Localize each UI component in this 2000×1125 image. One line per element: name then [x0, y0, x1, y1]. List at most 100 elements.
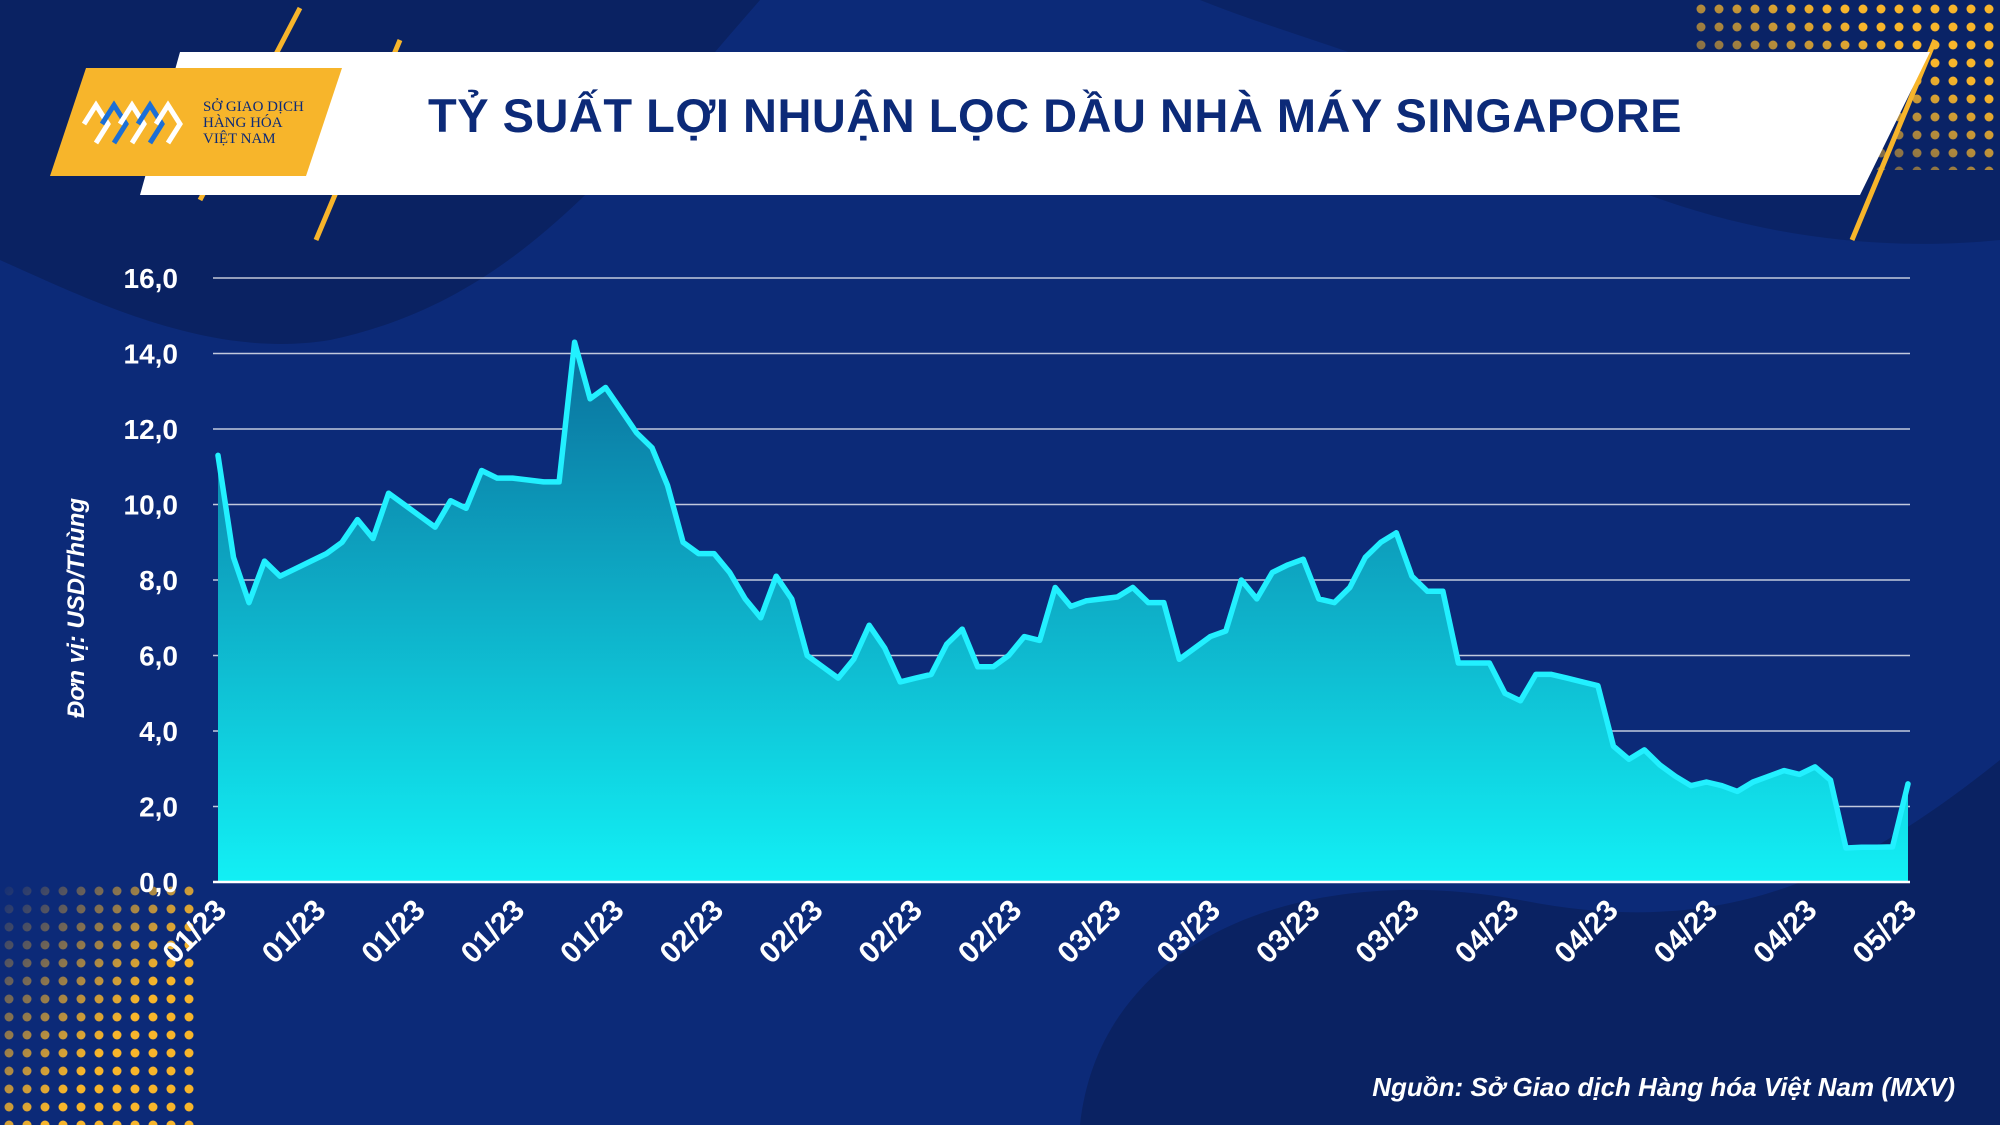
data-point: [1874, 844, 1880, 850]
x-tick-label: 01/23: [455, 894, 531, 970]
data-point: [572, 339, 578, 345]
data-point: [1564, 675, 1570, 681]
data-point: [1021, 634, 1027, 640]
data-point: [944, 641, 950, 647]
data-point: [1517, 698, 1523, 704]
data-point: [680, 539, 686, 545]
data-point: [1176, 656, 1182, 662]
x-tick-label: 01/23: [157, 894, 233, 970]
data-point: [1797, 771, 1802, 777]
data-point: [1424, 588, 1430, 594]
y-tick-label: 2,0: [139, 792, 178, 823]
data-point: [696, 551, 702, 557]
data-point: [556, 479, 562, 485]
x-tick-label: 02/23: [852, 894, 928, 970]
x-tick-label: 01/23: [256, 894, 332, 970]
data-point: [618, 407, 624, 413]
data-point: [1052, 585, 1058, 590]
data-point: [882, 645, 888, 651]
data-point: [1362, 554, 1368, 560]
data-point: [1145, 600, 1151, 606]
data-point: [417, 513, 423, 519]
data-point: [1192, 645, 1198, 651]
data-point: [479, 468, 485, 473]
y-tick-label: 16,0: [124, 263, 179, 294]
y-tick-label: 0,0: [139, 867, 178, 898]
y-tick-label: 10,0: [124, 490, 179, 521]
data-point: [959, 626, 965, 632]
data-point: [1688, 783, 1694, 789]
data-point: [587, 396, 593, 402]
y-tick-label: 4,0: [139, 716, 178, 747]
data-point: [1331, 600, 1337, 606]
data-point: [649, 445, 655, 451]
x-tick-label: 02/23: [654, 894, 730, 970]
logo-icon: [82, 100, 183, 145]
data-point: [634, 430, 640, 436]
y-axis-title: Đơn vị: USD/Thùng: [63, 498, 90, 718]
data-point: [603, 385, 609, 390]
x-tick-label: 03/23: [1349, 894, 1425, 970]
data-point: [711, 551, 717, 557]
data-point: [1548, 671, 1554, 677]
y-tick-label: 14,0: [124, 339, 179, 370]
data-point: [246, 600, 252, 606]
x-tick-label: 01/23: [355, 894, 431, 970]
data-point: [758, 615, 764, 621]
data-point: [1750, 779, 1756, 785]
data-point: [1672, 773, 1678, 779]
logo-box: [50, 68, 342, 176]
page-title: TỶ SUẤT LỢI NHUẬN LỌC DẦU NHÀ MÁY SINGAP…: [428, 89, 1683, 142]
data-point: [1859, 844, 1864, 850]
data-point: [1905, 781, 1911, 787]
data-point: [1130, 585, 1136, 590]
data-point: [386, 490, 392, 496]
data-point: [494, 475, 500, 481]
data-point: [835, 675, 841, 681]
logo-line: VIỆT NAM: [203, 131, 276, 147]
data-point: [1657, 762, 1663, 768]
data-point: [448, 498, 454, 504]
x-tick-label: 04/23: [1747, 894, 1823, 970]
data-point: [1161, 600, 1167, 606]
data-point: [913, 675, 919, 681]
data-point: [262, 558, 267, 564]
data-point: [1037, 637, 1043, 643]
x-tick-label: 04/23: [1449, 894, 1525, 970]
data-point: [525, 477, 531, 483]
logo-text: SỞ GIAO DỊCH HÀNG HÓA VIỆT NAM: [203, 99, 313, 147]
x-tick-label: 04/23: [1648, 894, 1724, 970]
data-point: [1890, 844, 1895, 850]
data-point: [355, 517, 360, 523]
data-point: [277, 573, 283, 579]
data-point: [928, 671, 934, 677]
data-point: [1766, 773, 1771, 779]
data-point: [1316, 596, 1322, 602]
data-point: [1734, 788, 1740, 794]
data-point: [1114, 594, 1120, 600]
data-point: [541, 479, 547, 485]
data-point: [975, 664, 981, 670]
y-tick-label: 12,0: [124, 414, 179, 445]
data-point: [1610, 743, 1616, 749]
data-point: [324, 551, 329, 557]
data-point: [1269, 570, 1275, 575]
data-point: [1378, 539, 1384, 545]
data-point: [1300, 556, 1306, 562]
data-point: [1068, 603, 1074, 609]
data-point: [231, 554, 236, 560]
logo-line: HÀNG HÓA: [203, 115, 283, 131]
data-point: [1347, 585, 1353, 590]
x-tick-label: 04/23: [1548, 894, 1624, 970]
data-point: [1703, 779, 1709, 785]
data-point: [432, 524, 438, 530]
data-point: [1626, 756, 1632, 762]
title-banner: [140, 52, 1930, 195]
data-point: [1502, 690, 1508, 696]
data-point: [1238, 577, 1244, 583]
data-point: [510, 475, 516, 481]
data-point: [851, 656, 857, 662]
x-tick-label: 03/23: [1151, 894, 1227, 970]
data-point: [1207, 634, 1213, 640]
